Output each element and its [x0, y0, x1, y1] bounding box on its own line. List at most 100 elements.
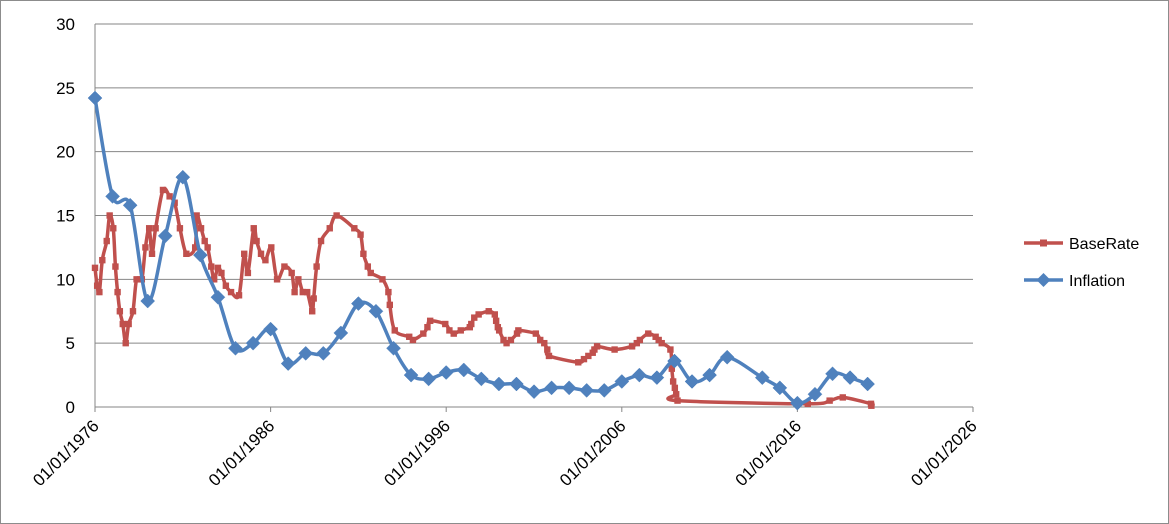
legend-item-baserate: BaseRate	[1024, 236, 1139, 253]
data-point-baserate	[114, 288, 121, 296]
data-point-inflation	[193, 247, 208, 263]
data-point-baserate	[545, 352, 553, 360]
data-point-baserate	[351, 225, 358, 232]
data-point-baserate	[159, 186, 167, 194]
data-point-inflation	[667, 353, 682, 369]
data-point-baserate	[142, 244, 149, 251]
data-point-baserate	[148, 250, 156, 257]
data-point-inflation	[210, 289, 226, 305]
data-point-inflation	[526, 384, 542, 400]
data-point-baserate	[244, 269, 252, 277]
data-point-baserate	[193, 212, 200, 219]
data-point-inflation	[368, 303, 384, 319]
data-point-inflation	[649, 370, 665, 385]
x-tick-label: 01/01/2016	[732, 416, 806, 490]
data-point-baserate	[360, 250, 367, 257]
data-point-baserate	[208, 263, 215, 270]
data-point-baserate	[475, 311, 482, 318]
legend-label: BaseRate	[1069, 236, 1139, 253]
data-point-baserate	[112, 263, 119, 270]
data-point-inflation	[544, 380, 559, 396]
data-point-inflation	[87, 90, 103, 106]
data-point-baserate	[145, 225, 153, 232]
data-point-inflation	[860, 376, 875, 392]
data-point-baserate	[227, 288, 235, 296]
axes: 0 5 10 15 20 25 30 01/01/1976 01/01/1986 01/01/19…	[29, 15, 981, 490]
data-point-baserate	[317, 237, 325, 245]
data-point-inflation	[632, 367, 647, 383]
data-point-inflation	[772, 380, 788, 396]
data-point-baserate	[96, 288, 103, 296]
y-tick-label: 30	[56, 15, 75, 34]
data-point-baserate	[839, 394, 846, 401]
data-point-baserate	[611, 346, 618, 353]
data-point-baserate	[288, 269, 295, 277]
data-point-baserate	[333, 212, 340, 219]
data-point-inflation	[842, 370, 858, 385]
data-point-baserate	[304, 288, 311, 296]
data-point-baserate	[450, 330, 457, 337]
data-point-baserate	[116, 308, 124, 315]
data-point-inflation	[333, 325, 349, 341]
x-tick-label: 01/01/2006	[556, 416, 630, 490]
data-point-inflation	[491, 376, 507, 392]
data-point-inflation	[315, 346, 331, 361]
data-point-baserate	[99, 256, 106, 264]
data-point-inflation	[596, 383, 612, 398]
data-point-baserate	[299, 288, 306, 296]
data-point-baserate	[503, 339, 510, 347]
data-point-baserate	[214, 264, 222, 272]
x-tick-label: 01/01/2026	[907, 416, 981, 490]
data-point-inflation	[614, 374, 630, 389]
data-point-inflation	[157, 228, 173, 244]
data-point-baserate	[364, 263, 371, 270]
data-point-inflation	[579, 383, 595, 398]
data-point-inflation	[122, 197, 138, 213]
data-point-baserate	[310, 295, 317, 302]
data-point-baserate	[176, 225, 184, 232]
y-tick-label: 0	[66, 398, 75, 417]
data-point-inflation	[386, 340, 401, 356]
data-point-baserate	[268, 244, 275, 251]
data-point-baserate	[636, 336, 644, 344]
data-point-baserate	[273, 276, 281, 283]
data-point-baserate	[420, 330, 427, 337]
data-point-baserate	[471, 314, 478, 321]
data-point-baserate	[183, 250, 190, 257]
data-point-baserate	[166, 193, 173, 200]
data-point-baserate	[197, 225, 205, 232]
x-tick-label: 01/01/1996	[380, 416, 454, 490]
data-point-baserate	[669, 378, 677, 385]
data-point-inflation	[298, 346, 314, 361]
data-point-baserate	[379, 276, 386, 283]
data-point-baserate	[424, 324, 431, 331]
data-point-baserate	[485, 308, 492, 315]
data-point-baserate	[442, 320, 449, 328]
data-point-baserate	[575, 359, 582, 366]
x-tick-label: 01/01/1986	[205, 416, 279, 490]
data-point-inflation	[561, 380, 577, 396]
y-tick-label: 15	[56, 207, 75, 226]
data-point-baserate	[658, 339, 665, 347]
data-point-inflation	[790, 395, 805, 411]
data-point-baserate	[291, 288, 298, 296]
data-point-inflation	[719, 349, 735, 365]
data-point-inflation	[280, 356, 296, 371]
data-point-inflation	[351, 296, 366, 311]
data-point-baserate	[222, 282, 230, 289]
data-point-baserate	[191, 244, 199, 251]
data-point-baserate	[241, 250, 248, 257]
legend-item-inflation: Inflation	[1024, 273, 1125, 290]
y-tick-label: 5	[66, 334, 75, 353]
data-point-baserate	[668, 365, 676, 372]
data-point-baserate	[110, 225, 117, 232]
data-point-baserate	[262, 256, 269, 264]
data-point-baserate	[129, 308, 137, 315]
data-point-baserate	[326, 225, 333, 232]
data-point-baserate	[593, 343, 601, 350]
data-point-baserate	[385, 288, 392, 296]
series-line-inflation	[93, 96, 870, 406]
data-point-baserate	[93, 282, 101, 289]
data-point-baserate	[281, 263, 288, 270]
